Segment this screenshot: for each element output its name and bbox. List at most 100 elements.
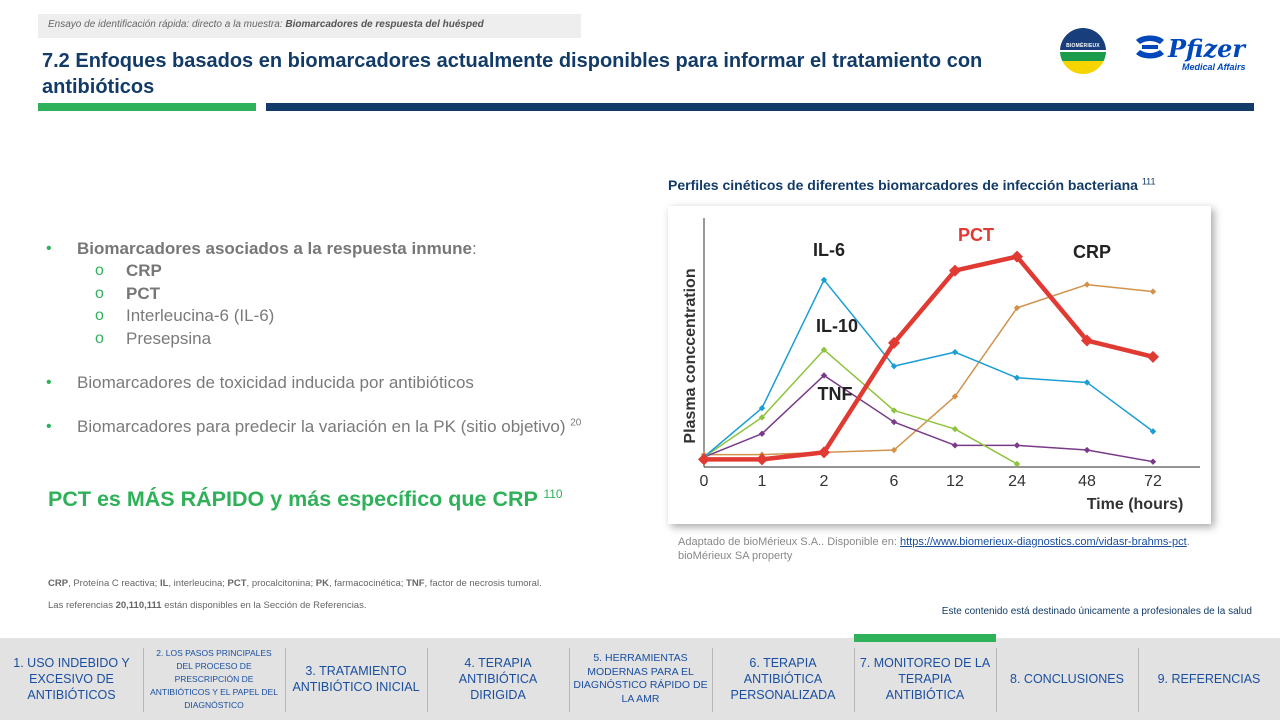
abbr-definition: , farmacocinética; bbox=[328, 578, 407, 589]
title-underline-green bbox=[38, 103, 256, 111]
nav-item-7[interactable]: 7. MONITOREO DE LA TERAPIA ANTIBIÓTICA bbox=[854, 634, 996, 720]
breadcrumb-prefix: Ensayo de identificación rápida: directo… bbox=[48, 19, 283, 30]
data-point bbox=[698, 453, 710, 466]
nav-item-6[interactable]: 6. TERAPIA ANTIBIÓTICA PERSONALIZADA bbox=[730, 656, 836, 702]
data-point bbox=[1081, 334, 1093, 347]
x-tick-label: 1 bbox=[758, 473, 767, 490]
biomerieux-logo-text: BIOMÉRIEUX bbox=[1066, 43, 1100, 49]
references-footnote: Las referencias 20,110,111 están disponi… bbox=[48, 600, 366, 611]
sub-bullet-text: PCT bbox=[126, 283, 160, 303]
sub-bullet-circle: o bbox=[95, 284, 104, 302]
nav-item-5[interactable]: 5. HERRAMIENTAS MODERNAS PARA EL DIAGNÓS… bbox=[573, 652, 708, 705]
data-point bbox=[756, 453, 768, 466]
bullet-item: • Biomarcadores asociados a la respuesta… bbox=[46, 238, 646, 260]
key-message: PCT es MÁS RÁPIDO y más específico que C… bbox=[48, 487, 563, 512]
sub-bullet-text: Interleucina-6 (IL-6) bbox=[126, 306, 275, 325]
data-point bbox=[1083, 446, 1091, 454]
series-line bbox=[703, 349, 1018, 465]
bullet-dot: • bbox=[46, 240, 52, 257]
data-point bbox=[820, 276, 828, 284]
bullet-text: Biomarcadores asociados a la respuesta i… bbox=[77, 239, 472, 258]
source-suffix: . bbox=[1186, 536, 1190, 548]
series-line bbox=[704, 254, 1154, 462]
section-navigation: 1. USO INDEBIDO Y EXCESIVO DE ANTIBIÓTIC… bbox=[0, 634, 1280, 720]
series-label: PCT bbox=[958, 225, 994, 245]
series-line bbox=[704, 283, 1154, 456]
sub-bullet-item: o Presepsina bbox=[46, 328, 646, 351]
reference-superscript: 20 bbox=[570, 417, 582, 429]
breadcrumb: Ensayo de identificación rápida: directo… bbox=[38, 14, 581, 38]
data-point bbox=[890, 418, 898, 426]
nav-item-3[interactable]: 3. TRATAMIENTO ANTIBIÓTICO INICIAL bbox=[292, 664, 420, 694]
sub-bullet-text: Presepsina bbox=[126, 328, 212, 348]
nav-item-8[interactable]: 8. CONCLUSIONES bbox=[1010, 672, 1124, 686]
title-underline-blue bbox=[266, 103, 1254, 111]
data-point bbox=[820, 346, 828, 354]
x-tick-label: 24 bbox=[1008, 473, 1026, 490]
sub-bullet-item: o PCT bbox=[46, 283, 646, 306]
page-title: 7.2 Enfoques basados en biomarcadores ac… bbox=[42, 50, 983, 98]
series-line bbox=[703, 374, 1154, 463]
pfizer-wordmark: Pfizer bbox=[1168, 34, 1246, 63]
abbr-term: IL bbox=[159, 578, 169, 589]
bullet-colon: : bbox=[471, 239, 477, 258]
sub-bullet-circle: o bbox=[95, 307, 104, 324]
data-point bbox=[1013, 374, 1021, 381]
nav-item-9[interactable]: 9. REFERENCIAS bbox=[1157, 672, 1261, 686]
image-source: Adaptado de bioMérieux S.A.. Disponible … bbox=[678, 535, 1190, 563]
abbr-definition: , Proteína C reactiva; bbox=[68, 578, 160, 589]
data-point bbox=[1011, 250, 1023, 263]
chart-title-text: Perfiles cinéticos de diferentes biomarc… bbox=[668, 177, 1138, 193]
bullet-dot: • bbox=[46, 418, 52, 435]
sub-bullet-item: o CRP bbox=[46, 260, 646, 283]
biomerieux-logo: BIOMÉRIEUX bbox=[1060, 28, 1106, 74]
breadcrumb-section: Biomarcadores de respuesta del huésped bbox=[285, 19, 484, 30]
bullet-item: • Biomarcadores para predecir la variaci… bbox=[46, 416, 646, 438]
data-point bbox=[951, 348, 959, 356]
data-point bbox=[1149, 458, 1157, 465]
y-axis-label: Plasma conccentration bbox=[682, 268, 699, 443]
data-point bbox=[949, 264, 961, 277]
source-link[interactable]: https://www.biomerieux-diagnostics.com/v… bbox=[899, 536, 1187, 548]
sub-bullet-item: o Interleucina-6 (IL-6) bbox=[46, 305, 646, 328]
nav-item-4[interactable]: 4. TERAPIA ANTIBIÓTICA DIRIGIDA bbox=[458, 656, 538, 702]
abbr-term: CRP bbox=[48, 578, 69, 589]
data-point bbox=[1013, 304, 1021, 312]
abbr-definition: , procalcitonina; bbox=[246, 578, 316, 589]
series-crp: CRP bbox=[700, 242, 1157, 458]
data-point bbox=[758, 414, 766, 421]
nav-item-1[interactable]: 1. USO INDEBIDO Y EXCESIVO DE ANTIBIÓTIC… bbox=[13, 656, 130, 702]
data-point bbox=[1083, 379, 1091, 386]
data-point bbox=[890, 362, 898, 370]
source-property: bioMérieux SA property bbox=[678, 550, 793, 562]
abbr-term: PCT bbox=[227, 578, 247, 589]
professional-disclaimer: Este contenido está destinado únicamente… bbox=[941, 606, 1252, 617]
series-label: TNF bbox=[818, 384, 853, 404]
data-point bbox=[818, 446, 830, 459]
sub-bullet-text: CRP bbox=[126, 261, 162, 280]
abbreviations-footnote: CRP, Proteína C reactiva; IL, interleuci… bbox=[48, 578, 542, 589]
abbr-term: PK bbox=[315, 578, 329, 589]
nav-item-2[interactable]: 2. LOS PASOS PRINCIPALES DEL PROCESO DE … bbox=[150, 647, 278, 710]
sub-bullet-circle: o bbox=[95, 262, 104, 279]
series-il-10: IL-10 bbox=[700, 316, 1021, 468]
data-point bbox=[1013, 442, 1021, 449]
data-point bbox=[820, 372, 828, 379]
data-point bbox=[951, 442, 959, 449]
bullet-text: Biomarcadores de toxicidad inducida por … bbox=[77, 373, 474, 392]
data-point bbox=[1147, 350, 1159, 363]
series-layer: CRP TNF IL-10 IL-6 PCT bbox=[698, 225, 1159, 468]
key-message-text: PCT es MÁS RÁPIDO y más específico que C… bbox=[48, 487, 538, 511]
bullet-dot: • bbox=[46, 374, 52, 391]
source-prefix: Adaptado de bioMérieux S.A.. Disponible … bbox=[678, 536, 900, 548]
data-point bbox=[951, 425, 959, 433]
data-point bbox=[890, 407, 898, 414]
bullet-text: Biomarcadores para predecir la variación… bbox=[77, 417, 566, 436]
source-line: Adaptado de bioMérieux S.A.. Disponible … bbox=[678, 535, 1190, 549]
x-tick-label: 72 bbox=[1144, 473, 1162, 490]
reference-superscript: 111 bbox=[1141, 176, 1156, 187]
x-tick-label: 48 bbox=[1078, 473, 1096, 490]
chart-title: Perfiles cinéticos de diferentes biomarc… bbox=[668, 177, 1156, 193]
